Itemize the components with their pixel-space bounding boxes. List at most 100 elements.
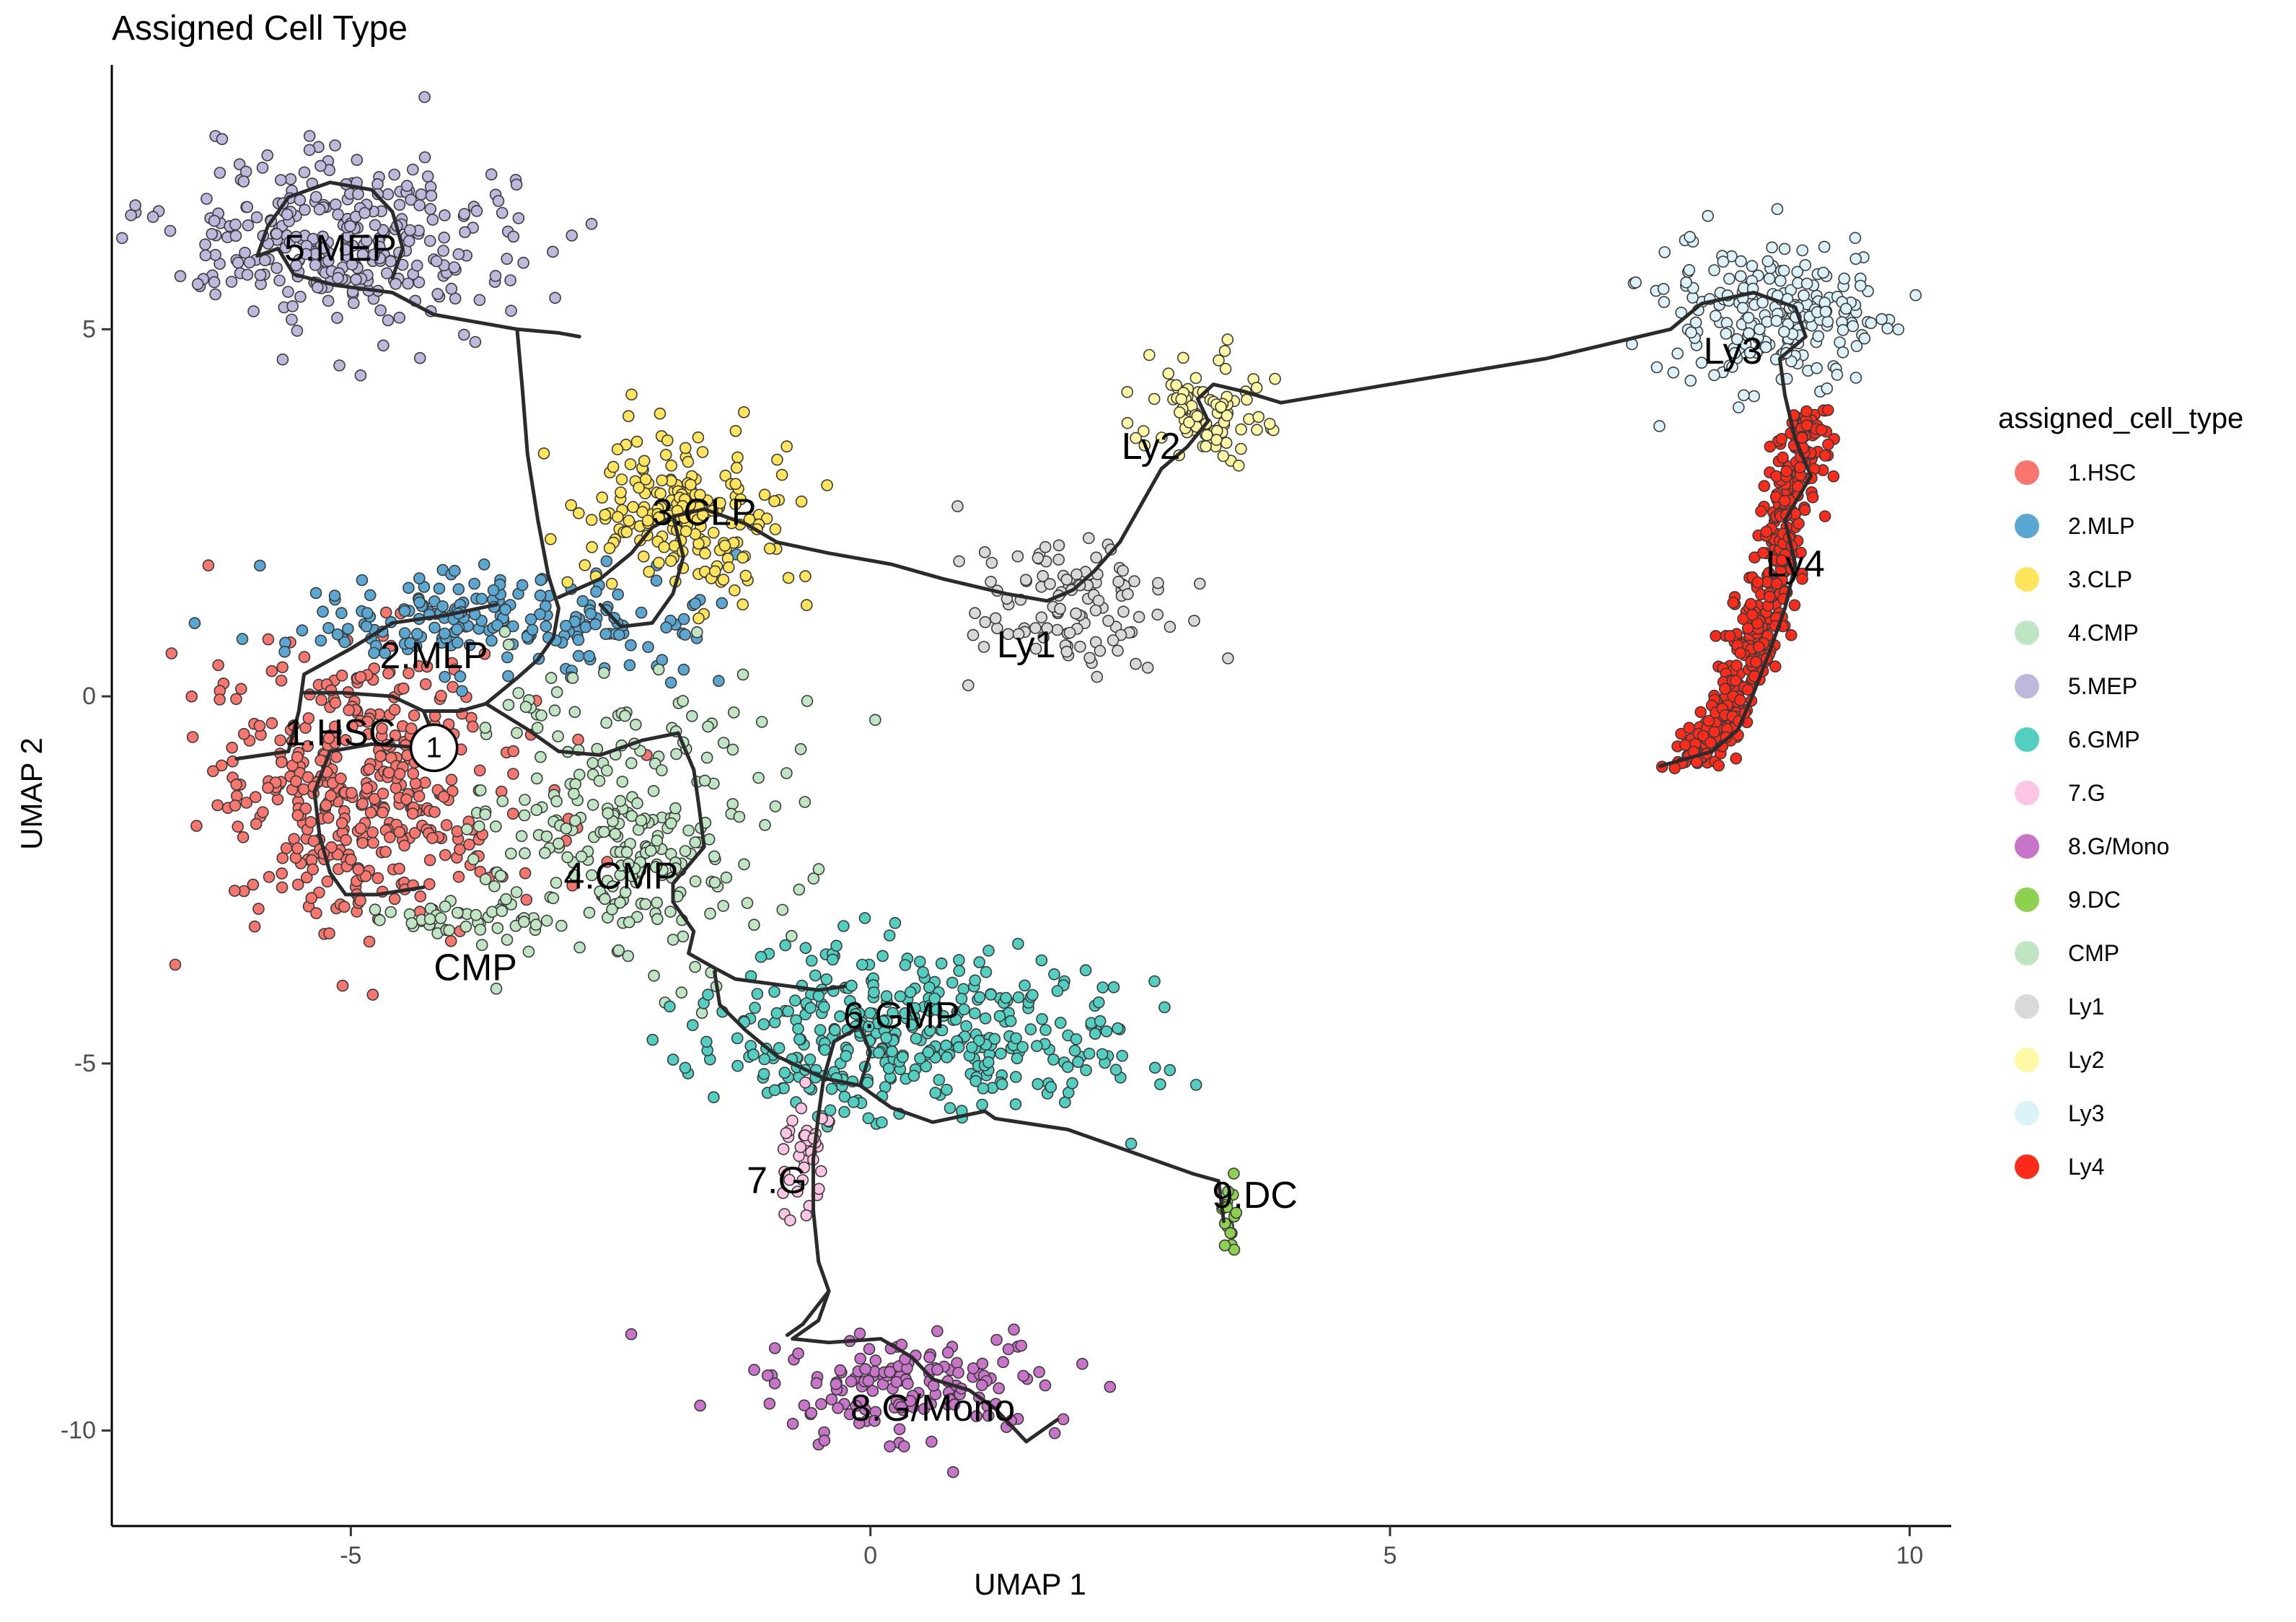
cell-point — [1750, 656, 1762, 668]
cell-point — [299, 247, 312, 260]
cell-point — [568, 706, 581, 719]
cell-point — [910, 1033, 923, 1045]
cell-point — [967, 628, 980, 641]
cell-point — [459, 920, 472, 933]
cell-point — [428, 621, 441, 634]
cell-point — [339, 243, 352, 256]
cell-point — [502, 698, 515, 711]
cell-point — [729, 498, 742, 511]
cell-point — [146, 211, 159, 223]
cell-point — [504, 274, 516, 286]
cell-point — [758, 1053, 771, 1066]
cell-point — [1791, 266, 1803, 279]
cell-point — [646, 1033, 659, 1046]
cell-point — [1121, 416, 1134, 429]
cell-point — [473, 764, 486, 777]
cell-point — [496, 206, 509, 219]
cell-point — [490, 982, 503, 995]
cell-point — [354, 894, 366, 907]
cell-point — [475, 592, 488, 605]
cell-point — [537, 447, 550, 460]
cell-point — [1741, 622, 1754, 635]
cell-point — [1800, 405, 1813, 418]
cell-point — [275, 756, 288, 768]
cell-point — [519, 701, 532, 714]
cell-point — [864, 1007, 876, 1020]
cell-point — [1629, 276, 1642, 289]
cell-point — [682, 824, 695, 837]
cell-point — [237, 727, 250, 740]
cell-point — [506, 620, 519, 633]
x-tick-label: 10 — [1896, 1542, 1923, 1569]
cell-point — [600, 716, 612, 729]
cell-point — [516, 579, 529, 592]
cell-point — [290, 259, 302, 272]
cell-point — [1130, 657, 1142, 670]
cell-point — [661, 434, 674, 447]
cell-point — [599, 893, 611, 906]
cell-point — [433, 582, 446, 595]
cell-point — [1818, 510, 1831, 522]
cell-point — [791, 1185, 804, 1198]
cell-point — [339, 734, 352, 746]
cell-point — [708, 876, 721, 889]
cell-point — [1033, 1366, 1045, 1378]
cell-point — [647, 785, 660, 797]
cell-point — [322, 255, 335, 267]
cell-point — [869, 1354, 882, 1367]
cell-point — [1251, 424, 1263, 437]
cell-point — [296, 624, 309, 637]
cell-point — [1228, 1167, 1240, 1180]
cell-point — [311, 281, 324, 294]
cell-point — [1821, 404, 1834, 416]
cell-point — [893, 1423, 906, 1436]
legend-item-7-g: 7.G — [2015, 780, 2106, 806]
cell-point — [904, 1395, 917, 1407]
cell-point — [786, 1418, 799, 1430]
cell-point — [692, 431, 705, 444]
cell-point — [343, 703, 355, 716]
cell-point — [868, 986, 880, 999]
cell-point — [1798, 289, 1810, 302]
cell-point — [424, 203, 437, 216]
cluster-label-7-g: 7.G — [747, 1160, 807, 1202]
cell-point — [1162, 367, 1175, 380]
cell-point — [1002, 1343, 1015, 1356]
cell-point — [890, 1376, 903, 1388]
cell-point — [1074, 640, 1086, 653]
cell-point — [325, 789, 337, 802]
cell-point — [1035, 611, 1048, 624]
cluster-label-2-mlp: 2.MLP — [379, 635, 488, 677]
cell-point — [606, 880, 619, 893]
cell-point — [1035, 954, 1048, 967]
trajectory-segment-3 — [421, 327, 560, 713]
cell-point — [622, 950, 635, 963]
cell-point — [418, 151, 431, 164]
cell-point — [208, 276, 221, 289]
cell-point — [315, 634, 327, 647]
cell-point — [1194, 577, 1206, 590]
cell-point — [1096, 981, 1109, 994]
cell-point — [941, 1051, 953, 1064]
cell-point — [630, 435, 643, 448]
cell-point — [622, 857, 635, 870]
legend-swatch — [2015, 1154, 2039, 1179]
cell-point — [470, 205, 483, 217]
cell-point — [389, 729, 402, 742]
cell-point — [664, 817, 677, 830]
cell-point — [1215, 400, 1227, 413]
cell-point — [290, 230, 302, 243]
cell-point — [566, 672, 579, 684]
cell-point — [656, 474, 669, 487]
cell-point — [707, 526, 720, 539]
cell-point — [1831, 369, 1844, 381]
cell-point — [977, 1082, 990, 1095]
cell-point — [586, 869, 598, 882]
cell-point — [1051, 985, 1064, 997]
cell-point — [689, 875, 702, 887]
cell-point — [738, 406, 750, 418]
cell-point — [690, 626, 703, 639]
cluster-4-cmp — [369, 626, 881, 1019]
cell-point — [599, 509, 612, 521]
cell-point — [1152, 577, 1164, 589]
